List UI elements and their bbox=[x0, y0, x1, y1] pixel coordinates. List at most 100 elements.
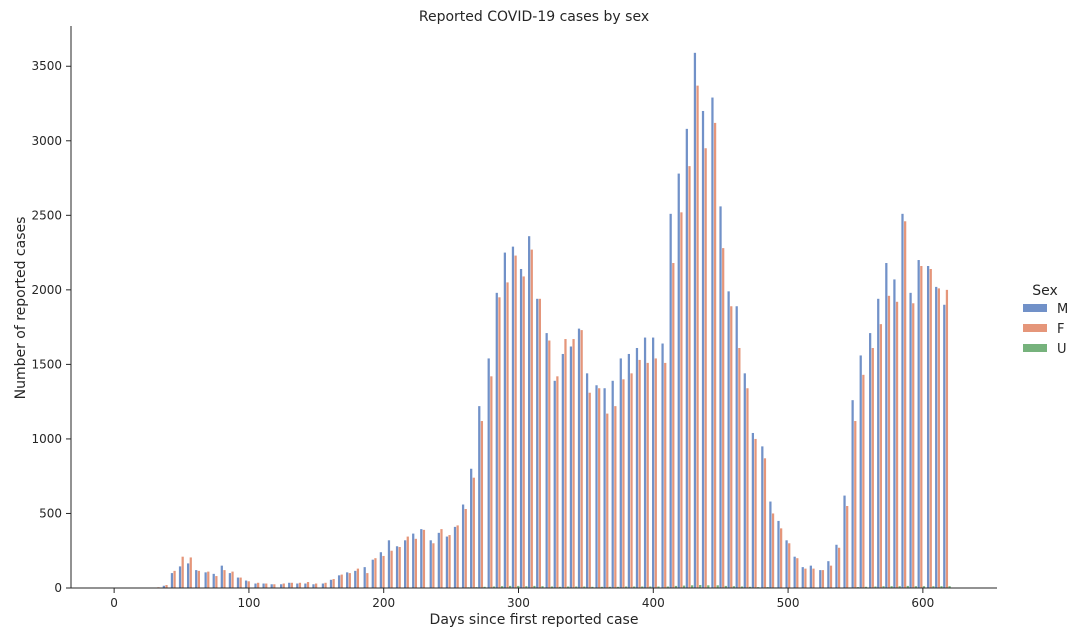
bar-M-63 bbox=[195, 570, 198, 588]
bar-M-100 bbox=[244, 580, 248, 588]
bar-F-550 bbox=[854, 421, 857, 588]
bar-M-581 bbox=[893, 279, 896, 588]
bar-U-310 bbox=[533, 585, 536, 588]
bar-M-175 bbox=[346, 572, 349, 588]
bar-M-538 bbox=[835, 544, 838, 588]
bar-U-556 bbox=[864, 586, 868, 588]
bar-M-181 bbox=[354, 570, 357, 588]
bar-U-286 bbox=[500, 586, 504, 588]
bar-M-439 bbox=[701, 110, 705, 588]
bar-U-415 bbox=[674, 585, 678, 588]
bar-M-323 bbox=[545, 333, 548, 588]
bar-F-612 bbox=[937, 288, 940, 588]
bar-M-433 bbox=[693, 52, 697, 588]
bar-F-372 bbox=[614, 406, 617, 588]
bar-U-563 bbox=[874, 586, 877, 588]
y-axis-label: Number of reported cases bbox=[13, 217, 29, 400]
bar-M-45 bbox=[170, 573, 174, 588]
bar-F-255 bbox=[456, 525, 459, 588]
bar-F-526 bbox=[821, 570, 825, 588]
chart-title: Reported COVID-19 cases by sex bbox=[419, 9, 649, 25]
bar-U-421 bbox=[682, 585, 686, 588]
bar-M-237 bbox=[429, 540, 432, 588]
bar-F-298 bbox=[514, 255, 517, 588]
bar-F-544 bbox=[846, 506, 849, 588]
bar-U-575 bbox=[890, 586, 893, 588]
bar-U-433 bbox=[699, 585, 702, 588]
bar-F-483 bbox=[763, 458, 767, 588]
bar-M-507 bbox=[793, 556, 796, 588]
bar-M-402 bbox=[652, 337, 655, 588]
x-ticks: 0 100 200 300 400 500 600 bbox=[110, 588, 934, 610]
bar-F-304 bbox=[522, 276, 525, 588]
bar-M-261 bbox=[461, 504, 465, 588]
bar-U-390 bbox=[641, 586, 644, 588]
bar-M-298 bbox=[511, 246, 515, 588]
bar-U-280 bbox=[492, 586, 496, 588]
bar-F-464 bbox=[738, 347, 741, 588]
bar-U-446 bbox=[716, 585, 719, 588]
bar-M-513 bbox=[801, 567, 804, 588]
bar-U-409 bbox=[666, 586, 669, 588]
bar-F-224 bbox=[414, 538, 417, 588]
bar-M-599 bbox=[917, 260, 920, 588]
bar-M-243 bbox=[437, 532, 440, 588]
bar-F-384 bbox=[630, 373, 633, 588]
bar-F-446 bbox=[713, 122, 717, 589]
bar-M-316 bbox=[536, 298, 539, 588]
bar-F-194 bbox=[374, 558, 377, 588]
bar-M-107 bbox=[254, 583, 257, 588]
bar-M-132 bbox=[288, 582, 291, 588]
bar-F-249 bbox=[448, 535, 451, 588]
bar-F-94 bbox=[239, 577, 242, 588]
bar-M-501 bbox=[785, 540, 788, 588]
bar-M-310 bbox=[528, 236, 531, 588]
bar-M-169 bbox=[337, 575, 341, 588]
bar-U-402 bbox=[657, 586, 660, 588]
bar-M-427 bbox=[685, 128, 688, 589]
legend-swatch-U bbox=[1023, 344, 1047, 352]
bar-F-82 bbox=[223, 570, 226, 588]
bar-M-495 bbox=[777, 520, 780, 588]
bar-U-360 bbox=[600, 586, 603, 588]
bar-F-212 bbox=[398, 547, 401, 588]
bar-M-70 bbox=[204, 572, 207, 588]
bar-M-76 bbox=[212, 573, 215, 588]
bar-U-612 bbox=[940, 586, 943, 588]
bar-M-341 bbox=[569, 346, 573, 588]
bar-M-618 bbox=[943, 304, 946, 588]
bar-M-563 bbox=[869, 333, 872, 588]
bar-M-347 bbox=[577, 328, 581, 588]
bar-F-267 bbox=[472, 477, 475, 588]
x-tick-label: 200 bbox=[372, 596, 395, 610]
bar-F-144 bbox=[306, 582, 310, 588]
bar-F-188 bbox=[366, 573, 369, 588]
bar-M-218 bbox=[404, 540, 407, 588]
bar-F-280 bbox=[490, 376, 493, 588]
bar-F-243 bbox=[440, 529, 443, 588]
bar-F-563 bbox=[871, 347, 874, 588]
bar-M-126 bbox=[280, 584, 283, 588]
bar-M-267 bbox=[470, 468, 473, 588]
bar-M-249 bbox=[445, 536, 449, 588]
bar-U-396 bbox=[649, 586, 652, 588]
bar-U-323 bbox=[550, 586, 554, 588]
bar-F-261 bbox=[464, 508, 467, 588]
bar-M-157 bbox=[321, 583, 325, 588]
bar-F-45 bbox=[173, 570, 176, 588]
bar-U-464 bbox=[740, 586, 744, 588]
legend-items: MFU bbox=[1023, 302, 1068, 357]
bar-F-378 bbox=[622, 379, 625, 588]
bar-M-421 bbox=[677, 173, 680, 588]
bar-M-384 bbox=[627, 353, 630, 588]
bar-F-390 bbox=[638, 359, 641, 588]
bar-F-409 bbox=[664, 362, 667, 588]
bar-U-581 bbox=[898, 586, 901, 588]
bar-U-470 bbox=[748, 586, 752, 588]
bar-U-292 bbox=[509, 585, 512, 588]
bar-M-113 bbox=[262, 583, 265, 588]
bar-M-39 bbox=[162, 585, 165, 588]
bar-M-94 bbox=[236, 577, 240, 588]
bar-F-181 bbox=[356, 568, 360, 588]
bar-F-57 bbox=[189, 557, 192, 588]
